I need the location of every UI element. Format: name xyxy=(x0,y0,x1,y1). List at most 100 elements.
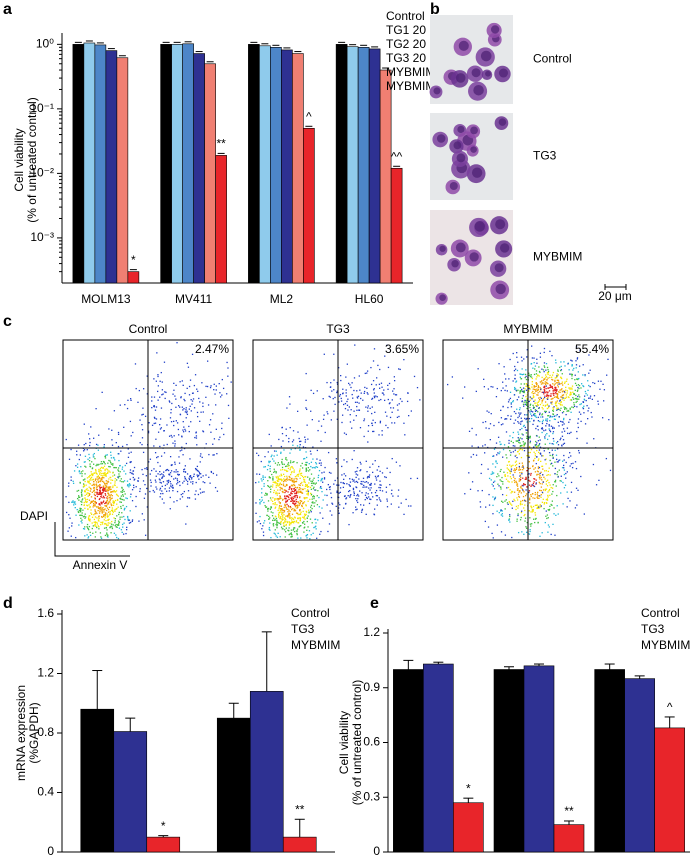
event-dot xyxy=(293,495,295,498)
event-dot xyxy=(294,484,296,487)
event-dot xyxy=(205,396,207,398)
event-dot xyxy=(376,504,378,506)
quadrant-percent: 55.4% xyxy=(575,342,609,356)
event-dot xyxy=(264,504,266,507)
event-dot xyxy=(281,466,284,469)
nucleus xyxy=(456,153,466,163)
event-dot xyxy=(531,523,533,525)
event-dot xyxy=(356,396,358,398)
event-dot xyxy=(100,486,103,489)
event-dot xyxy=(315,489,317,491)
event-dot xyxy=(115,490,118,492)
event-dot xyxy=(350,409,352,411)
event-dot xyxy=(82,483,85,485)
event-dot xyxy=(295,505,297,507)
event-dot xyxy=(536,390,538,392)
event-dot xyxy=(543,470,546,472)
event-dot xyxy=(519,490,521,492)
event-dot xyxy=(521,488,523,490)
event-dot xyxy=(492,472,495,474)
event-dot xyxy=(497,473,499,475)
event-dot xyxy=(534,445,536,447)
event-dot xyxy=(506,464,509,466)
event-dot xyxy=(161,394,163,396)
event-dot xyxy=(277,489,279,491)
bar xyxy=(215,155,227,284)
event-dot xyxy=(529,497,531,499)
event-dot xyxy=(380,382,383,384)
event-dot xyxy=(116,494,118,496)
event-dot xyxy=(307,470,310,472)
event-dot xyxy=(293,481,295,484)
event-dot xyxy=(281,432,284,435)
event-dot xyxy=(544,411,547,414)
event-dot xyxy=(387,398,389,401)
event-dot xyxy=(512,380,514,382)
event-dot xyxy=(117,469,119,471)
event-dot xyxy=(353,479,355,481)
event-dot xyxy=(283,463,285,465)
event-dot xyxy=(179,381,181,383)
event-dot xyxy=(322,499,324,501)
event-dot xyxy=(363,390,366,393)
event-dot xyxy=(331,514,333,516)
event-dot xyxy=(169,417,172,419)
event-dot xyxy=(109,488,111,490)
event-dot xyxy=(272,479,274,481)
event-dot xyxy=(537,385,540,388)
event-dot xyxy=(513,410,516,413)
event-dot xyxy=(288,488,290,491)
event-dot xyxy=(385,424,387,427)
event-dot xyxy=(547,474,549,476)
event-dot xyxy=(281,426,283,429)
event-dot xyxy=(538,407,540,409)
event-dot xyxy=(111,439,113,441)
event-dot xyxy=(114,491,116,493)
event-dot xyxy=(89,487,92,489)
event-dot xyxy=(104,514,106,516)
event-dot xyxy=(113,457,115,459)
event-dot xyxy=(408,415,410,417)
event-dot xyxy=(521,420,523,422)
event-dot xyxy=(546,438,549,441)
event-dot xyxy=(94,501,96,503)
event-dot xyxy=(603,389,606,391)
event-dot xyxy=(113,517,115,519)
event-dot xyxy=(547,517,549,519)
event-dot xyxy=(78,458,80,461)
event-dot xyxy=(159,418,162,420)
event-dot xyxy=(538,400,540,402)
event-dot xyxy=(549,505,551,507)
event-dot xyxy=(549,459,551,462)
event-dot xyxy=(363,504,365,506)
event-dot xyxy=(88,525,91,528)
bar xyxy=(594,669,625,853)
event-dot xyxy=(190,410,192,412)
event-dot xyxy=(520,373,522,375)
event-dot xyxy=(548,405,550,407)
event-dot xyxy=(178,473,180,476)
event-dot xyxy=(518,496,521,498)
event-dot xyxy=(564,397,567,399)
event-dot xyxy=(143,497,146,499)
event-dot xyxy=(267,485,270,488)
event-dot xyxy=(305,407,307,409)
nucleus xyxy=(474,221,485,232)
event-dot xyxy=(532,390,534,393)
bar xyxy=(281,49,293,284)
event-dot xyxy=(186,410,188,412)
event-dot xyxy=(286,477,288,479)
event-dot xyxy=(557,384,559,386)
event-dot xyxy=(502,423,504,425)
event-dot xyxy=(543,347,546,350)
event-dot xyxy=(97,492,99,494)
event-dot xyxy=(534,491,537,494)
event-dot xyxy=(306,485,308,487)
event-dot xyxy=(294,494,296,497)
event-dot xyxy=(378,465,380,468)
event-dot xyxy=(519,444,522,447)
event-dot xyxy=(565,413,567,416)
event-dot xyxy=(281,499,284,501)
event-dot xyxy=(524,504,526,506)
event-dot xyxy=(471,427,473,430)
